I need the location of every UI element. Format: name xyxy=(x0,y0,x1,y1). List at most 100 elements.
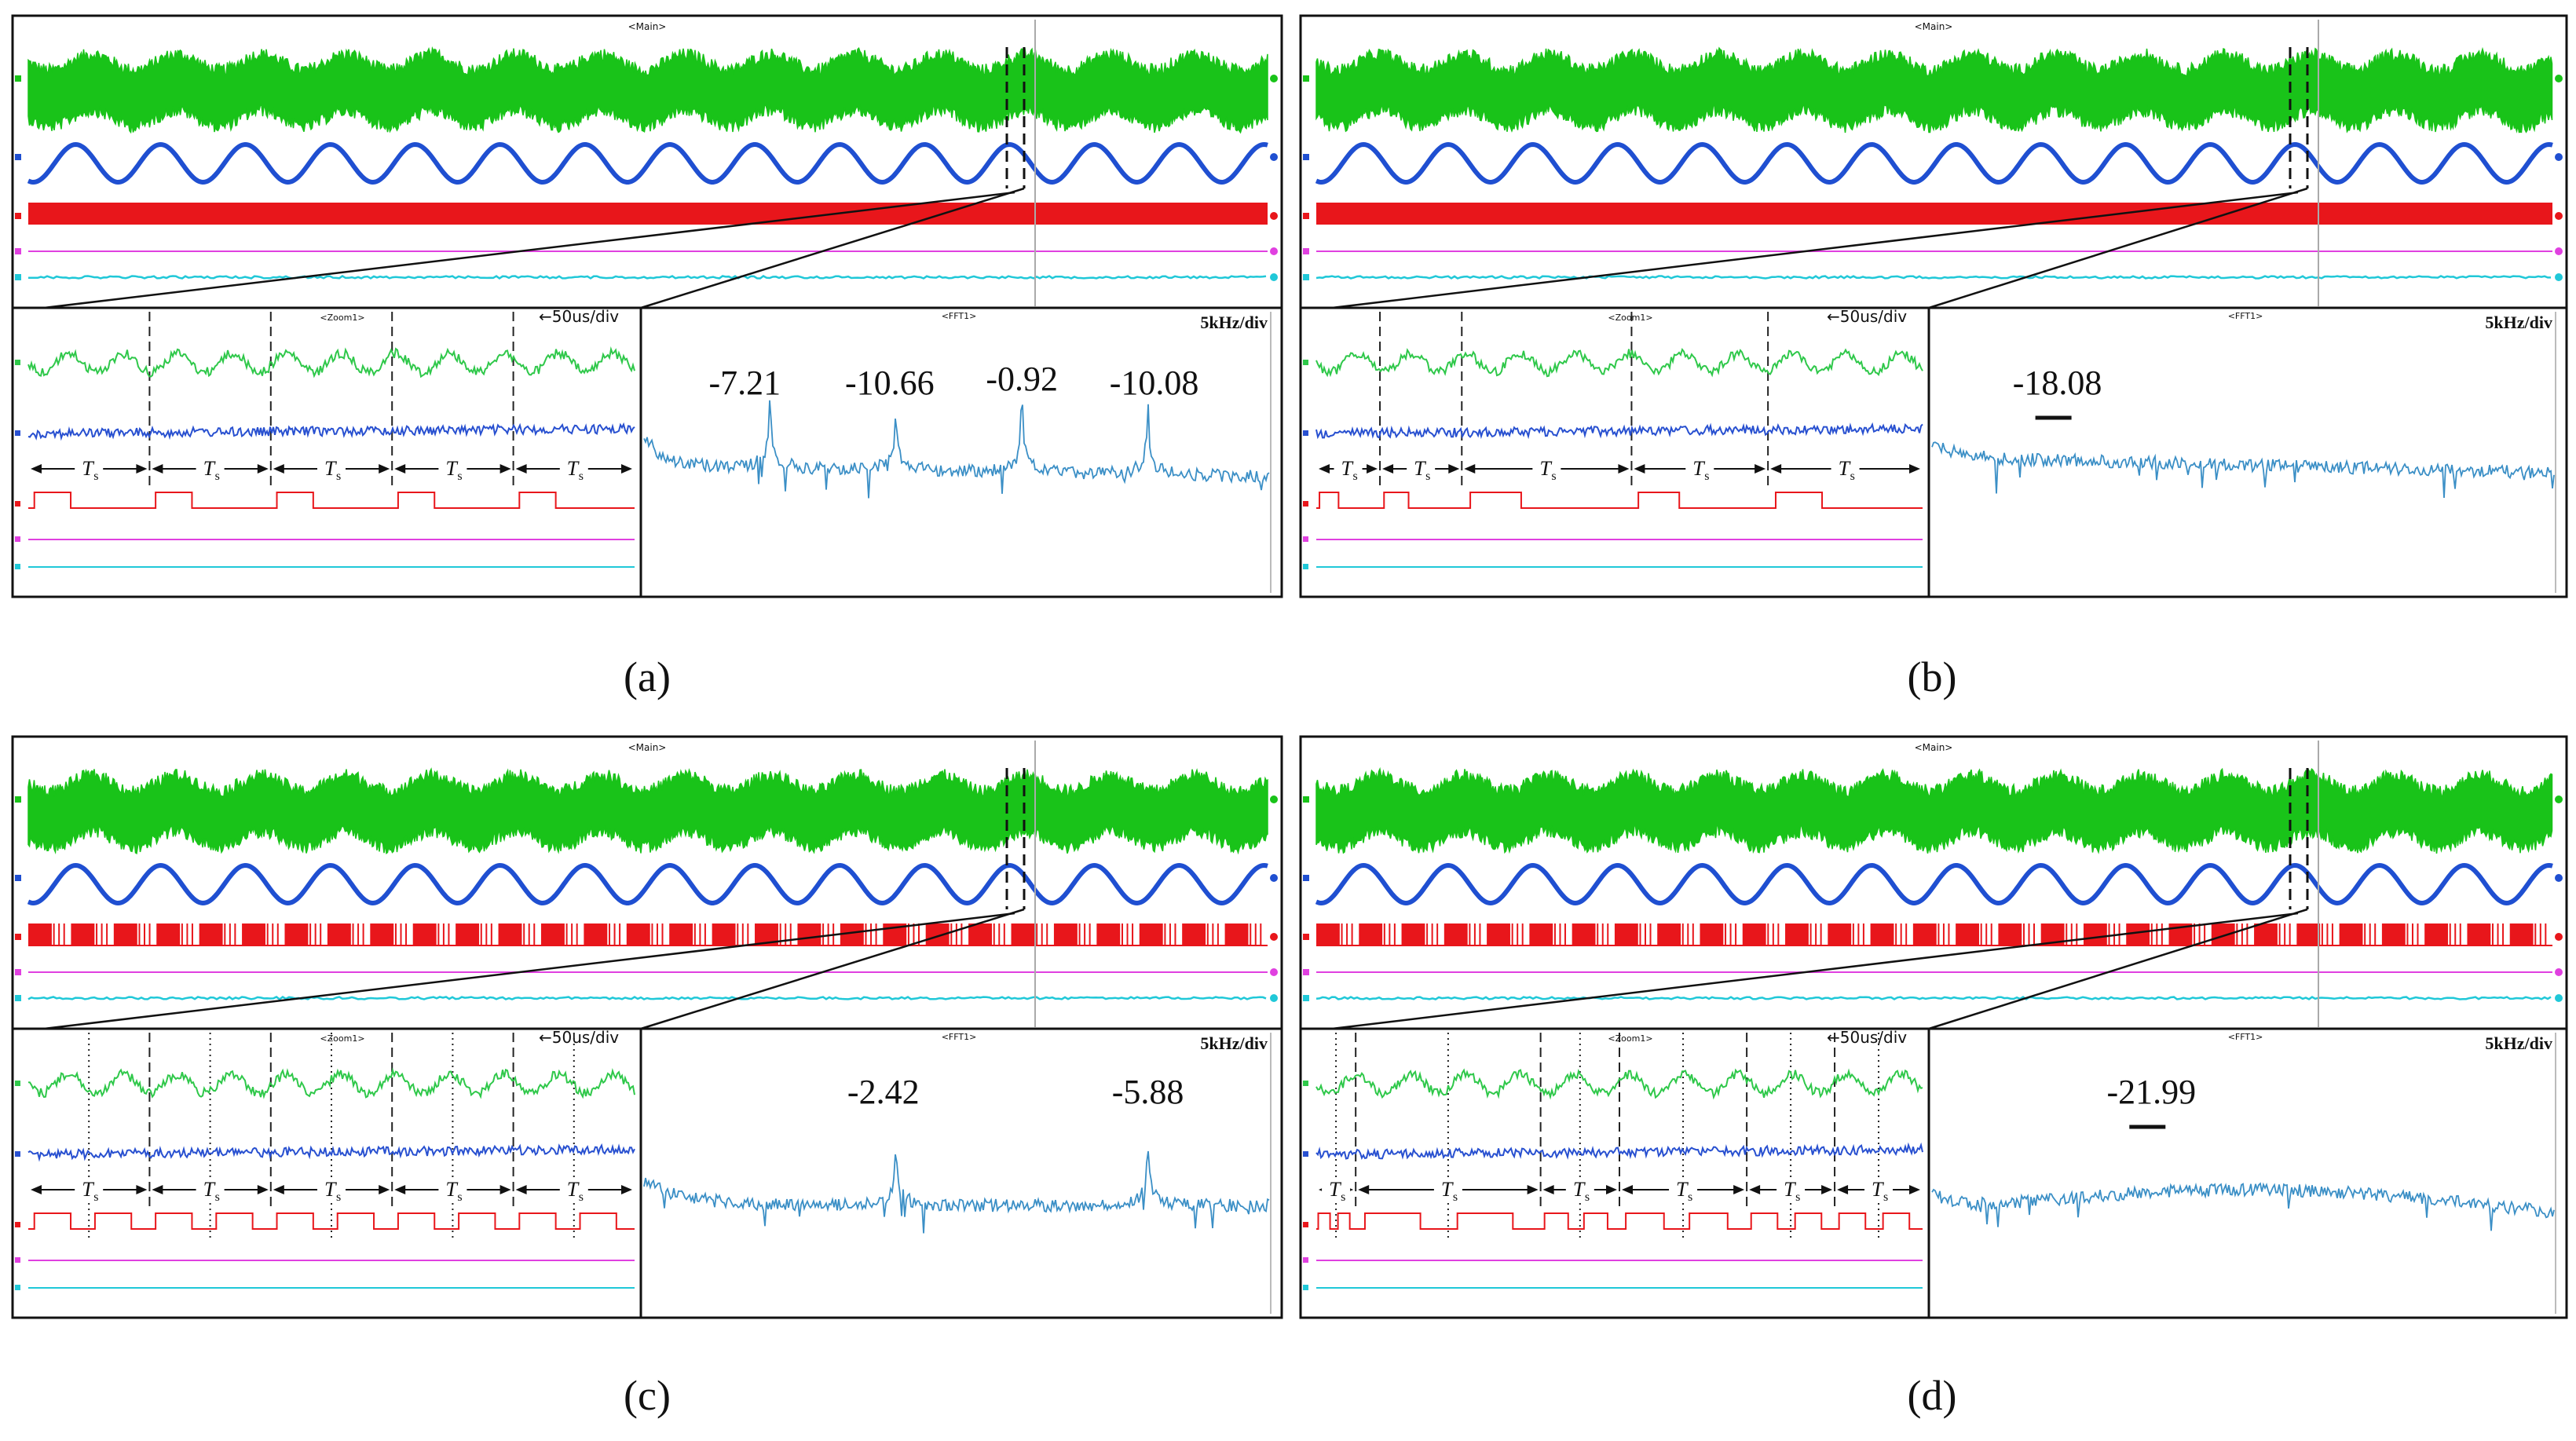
arrow-head-left xyxy=(394,1185,406,1194)
channel-marker xyxy=(15,248,21,254)
period-label: T xyxy=(1539,457,1552,480)
period-subscript: s xyxy=(1850,470,1855,483)
period-subscript: s xyxy=(93,1190,98,1204)
main-title: <Main> xyxy=(628,742,667,753)
period-label: T xyxy=(82,457,94,480)
period-label: T xyxy=(1573,1178,1586,1201)
arrow-head-left xyxy=(1749,1185,1761,1194)
zoom-title: <Zoom1> xyxy=(320,1033,364,1044)
fft-spectrum xyxy=(643,1150,1270,1234)
pwm-burst xyxy=(712,923,736,945)
arrow-head-left xyxy=(1358,1185,1370,1194)
pwm-burst xyxy=(968,923,993,945)
period-label: T xyxy=(1329,1178,1341,1201)
channel-end-marker xyxy=(1270,75,1278,82)
pwm-burst xyxy=(2339,923,2363,945)
arrow-head-right xyxy=(379,464,390,474)
channel-end-marker xyxy=(2555,212,2563,220)
pwm-burst xyxy=(71,923,95,945)
channel-end-marker xyxy=(1270,795,1278,803)
pwm-burst xyxy=(2381,923,2406,945)
pwm-burst xyxy=(370,923,394,945)
channel-end-marker xyxy=(1270,994,1278,1002)
zoom-channel-marker xyxy=(1303,1081,1308,1086)
arrow-head-right xyxy=(257,464,269,474)
period-subscript: s xyxy=(1425,470,1430,483)
arrow-head-right xyxy=(136,1185,148,1194)
fft-scale: 5kHz/div xyxy=(2485,1033,2552,1053)
period-label: T xyxy=(445,1178,458,1201)
channel-marker xyxy=(15,934,21,940)
zoom-channel-marker xyxy=(15,1257,20,1263)
arrow-head-right xyxy=(1527,1185,1539,1194)
arrow-head-right xyxy=(1448,464,1460,474)
period-subscript: s xyxy=(1453,1190,1458,1204)
period-subscript: s xyxy=(215,470,220,483)
arrow-head-left xyxy=(152,464,163,474)
period-label: T xyxy=(1341,457,1354,480)
channel-end-marker xyxy=(2555,994,2563,1002)
zoom-channel-marker xyxy=(1303,501,1308,507)
channel-end-marker xyxy=(1270,874,1278,882)
period-subscript: s xyxy=(336,470,341,483)
zoom-channel-marker xyxy=(15,564,20,569)
voltage-trace xyxy=(1315,46,2553,133)
pwm-burst xyxy=(156,923,181,945)
period-subscript: s xyxy=(1341,1190,1345,1204)
zoom-title: <Zoom1> xyxy=(1608,1033,1652,1044)
zoom-scale: ←50us/div xyxy=(539,1028,619,1047)
pwm-burst xyxy=(1956,923,1979,945)
period-subscript: s xyxy=(579,470,584,483)
zoom-channel-marker xyxy=(1303,536,1308,542)
channel-marker xyxy=(1303,248,1309,254)
period-label: T xyxy=(82,1178,94,1201)
pwm-burst xyxy=(1828,923,1852,945)
channel-end-marker xyxy=(2555,874,2563,882)
arrow-head-left xyxy=(1542,1185,1554,1194)
pwm-burst xyxy=(2467,923,2491,945)
zoom-projection-left xyxy=(43,912,1015,1030)
period-subscript: s xyxy=(1551,470,1556,483)
label-bg xyxy=(75,1177,104,1201)
fft-annotation: -21.99 xyxy=(2106,1073,2196,1111)
zoom-scale: ←50us/div xyxy=(1827,307,1907,326)
zoom-title: <Zoom1> xyxy=(320,313,364,323)
zoom-current-trace xyxy=(1315,422,1923,440)
period-label: T xyxy=(1676,1178,1689,1201)
arrow-head-right xyxy=(621,464,632,474)
period-subscript: s xyxy=(93,470,98,483)
pwm-burst xyxy=(2296,923,2321,945)
pwm-burst xyxy=(2126,923,2150,945)
panel-label: (a) xyxy=(624,653,671,700)
fft-scale: 5kHz/div xyxy=(1200,1033,1268,1053)
fft-annotation: -7.21 xyxy=(708,364,781,402)
fft-title: <FFT1> xyxy=(942,311,977,321)
label-bg xyxy=(1565,1177,1594,1201)
arrow-head-right xyxy=(1909,464,1920,474)
zoom-channel-marker xyxy=(1303,564,1308,569)
label-bg xyxy=(1532,456,1561,480)
pwm-trace xyxy=(1316,203,2552,225)
pwm-burst xyxy=(1614,923,1638,945)
pwm-burst xyxy=(1998,923,2022,945)
label-bg xyxy=(438,1177,467,1201)
label-bg xyxy=(1685,456,1714,480)
label-bg xyxy=(559,1177,588,1201)
pwm-burst xyxy=(1139,923,1163,945)
period-label: T xyxy=(1839,457,1851,480)
period-subscript: s xyxy=(457,470,462,483)
channel-marker xyxy=(1303,75,1309,82)
pwm-burst xyxy=(1316,923,1340,945)
period-subscript: s xyxy=(1883,1190,1888,1204)
pwm-burst xyxy=(28,923,52,945)
pwm-burst xyxy=(1444,923,1468,945)
label-bg xyxy=(438,456,467,480)
channel-end-marker xyxy=(1270,247,1278,255)
zoom-channel-marker xyxy=(1303,430,1308,436)
pwm-burst xyxy=(540,923,565,945)
pwm-burst xyxy=(1657,923,1681,945)
zoom-pwm-trace xyxy=(28,1212,635,1230)
period-label: T xyxy=(1784,1178,1796,1201)
arrow-head-right xyxy=(136,464,148,474)
